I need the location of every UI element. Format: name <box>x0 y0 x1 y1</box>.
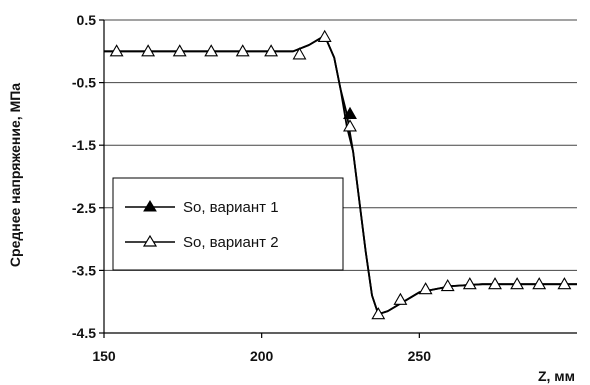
series-2-point-7 <box>292 47 307 60</box>
series-2-point-18 <box>557 277 572 290</box>
series-2-point-15 <box>488 277 502 290</box>
legend-item-2: So, вариант 2 <box>125 234 279 251</box>
legend-marker-filled-triangle <box>143 200 157 212</box>
series-2-point-4 <box>204 44 219 57</box>
y-axis-label: Среднее напряжение, МПа <box>7 83 23 267</box>
x-tick-labels: 150 200 250 <box>92 348 431 364</box>
series-2-point-13 <box>440 278 455 292</box>
series-2-point-9 <box>343 119 357 132</box>
series-2-point-12 <box>418 282 433 295</box>
series-2-point-17 <box>532 277 547 290</box>
series-2-point-10 <box>371 307 386 320</box>
series-markers <box>109 29 572 320</box>
series-1-point-1 <box>343 106 357 119</box>
y-tick-labels: 0.5 -0.5 -1.5 -2.5 -3.5 -4.5 <box>72 12 96 341</box>
series-2-point-3 <box>172 44 187 57</box>
axes <box>99 19 577 338</box>
series-2-point-1 <box>109 44 124 57</box>
legend-label-1: So, вариант 1 <box>183 199 279 216</box>
y-tick-label-1: -0.5 <box>72 75 96 91</box>
series-line-1 <box>104 34 577 316</box>
x-axis-label: Z, мм <box>538 368 575 384</box>
legend-box <box>112 177 344 271</box>
y-tick-label-2: -1.5 <box>72 137 96 153</box>
x-tick-label-2: 250 <box>408 348 432 364</box>
legend-item-1: So, вариант 1 <box>125 199 279 216</box>
series-2-point-6 <box>264 44 279 57</box>
series-lines <box>104 34 577 316</box>
y-tick-label-4: -3.5 <box>72 262 96 278</box>
series-2-point-5 <box>235 44 250 57</box>
series-line-2 <box>104 34 577 316</box>
y-tick-label-0: 0.5 <box>77 12 97 28</box>
y-tick-label-5: -4.5 <box>72 325 96 341</box>
y-tick-label-3: -2.5 <box>72 200 96 216</box>
series-2-point-11 <box>393 292 408 305</box>
legend-label-2: So, вариант 2 <box>183 234 279 251</box>
x-tick-label-1: 200 <box>250 348 274 364</box>
series-2-point-14 <box>462 277 477 290</box>
legend: So, вариант 1 So, вариант 2 <box>112 177 344 271</box>
series-2-point-8 <box>317 29 332 42</box>
series-2-point-2 <box>141 44 156 57</box>
x-tick-label-0: 150 <box>92 348 116 364</box>
series-2-point-16 <box>510 277 525 290</box>
legend-marker-open-triangle <box>142 234 158 247</box>
